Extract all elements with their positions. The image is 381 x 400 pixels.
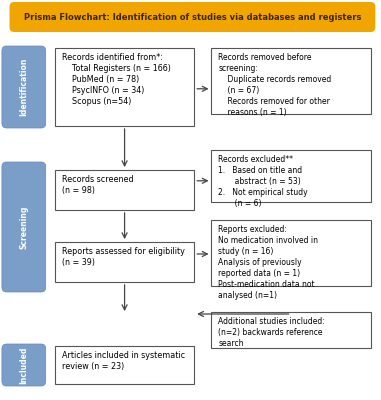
FancyBboxPatch shape bbox=[2, 162, 46, 292]
FancyBboxPatch shape bbox=[55, 346, 194, 384]
FancyBboxPatch shape bbox=[2, 344, 46, 386]
FancyBboxPatch shape bbox=[10, 2, 375, 32]
FancyBboxPatch shape bbox=[211, 48, 371, 114]
FancyBboxPatch shape bbox=[211, 312, 371, 348]
FancyBboxPatch shape bbox=[55, 48, 194, 126]
Text: Records identified from*:
    Total Registers (n = 166)
    PubMed (n = 78)
    : Records identified from*: Total Register… bbox=[62, 53, 171, 106]
Text: Reports excluded:
No medication involved in
study (n = 16)
Analysis of previousl: Reports excluded: No medication involved… bbox=[218, 225, 318, 300]
Text: Screening: Screening bbox=[19, 205, 28, 249]
FancyBboxPatch shape bbox=[211, 220, 371, 286]
Text: Identification: Identification bbox=[19, 58, 28, 116]
Text: Records excluded**
1.   Based on title and
       abstract (n = 53)
2.   Not emp: Records excluded** 1. Based on title and… bbox=[218, 155, 308, 208]
Text: Prisma Flowchart: Identification of studies via databases and registers: Prisma Flowchart: Identification of stud… bbox=[24, 12, 361, 22]
FancyBboxPatch shape bbox=[55, 170, 194, 210]
Text: Included: Included bbox=[19, 346, 28, 384]
FancyBboxPatch shape bbox=[55, 242, 194, 282]
Text: Articles included in systematic
review (n = 23): Articles included in systematic review (… bbox=[62, 351, 185, 371]
FancyBboxPatch shape bbox=[211, 150, 371, 202]
Text: Additional studies included:
(n=2) backwards reference
search: Additional studies included: (n=2) backw… bbox=[218, 317, 325, 348]
FancyBboxPatch shape bbox=[2, 46, 46, 128]
Text: Reports assessed for eligibility
(n = 39): Reports assessed for eligibility (n = 39… bbox=[62, 247, 185, 267]
Text: Records screened
(n = 98): Records screened (n = 98) bbox=[62, 175, 134, 195]
Text: Records removed before
screening:
    Duplicate records removed
    (n = 67)
   : Records removed before screening: Duplic… bbox=[218, 53, 331, 117]
